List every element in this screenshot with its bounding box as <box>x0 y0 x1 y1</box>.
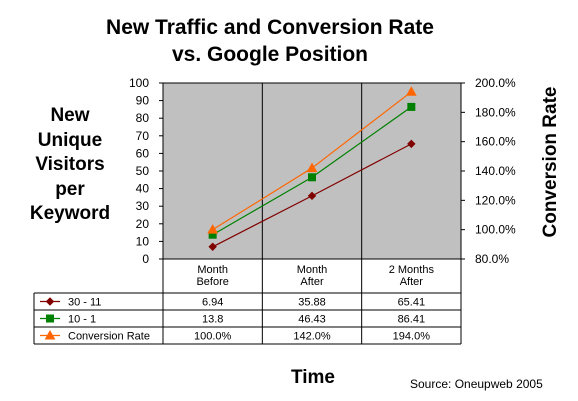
left-axis-tick-label: 100 <box>129 76 149 90</box>
category-label: Month Before <box>196 264 228 288</box>
right-axis-tick-label: 160.0% <box>475 135 516 149</box>
left-axis-tick-label: 70 <box>136 129 150 143</box>
data-label: 194.0% <box>393 331 431 343</box>
legend-key-marker <box>46 314 54 323</box>
x-axis-label: Time <box>291 367 336 388</box>
category-label: Month After <box>297 264 328 288</box>
left-axis-tick-label: 90 <box>136 94 150 108</box>
category-label-line: Month <box>197 264 228 276</box>
data-label: 13.8 <box>202 314 223 326</box>
legend-key-marker <box>45 297 55 306</box>
right-axis-tick-label: 80.0% <box>475 252 509 266</box>
right-axis-tick-label: 180.0% <box>475 105 516 119</box>
chart-title: New Traffic and Conversion Rate vs. Goog… <box>0 14 540 68</box>
category-label: 2 Months After <box>389 264 435 288</box>
data-point <box>207 224 219 234</box>
category-label-line: After <box>400 276 424 288</box>
left-axis-tick-label: 10 <box>136 234 150 248</box>
data-label: 6.94 <box>202 297 223 309</box>
right-axis-tick-label: 100.0% <box>475 223 516 237</box>
category-label-line: Before <box>196 276 228 288</box>
left-axis-tick-label: 60 <box>136 146 150 160</box>
data-point <box>407 102 416 111</box>
left-axis-tick-label: 40 <box>136 182 150 196</box>
category-label-line: After <box>300 276 324 288</box>
left-axis-label-line: Visitors <box>35 154 105 175</box>
source-note: Source: Oneupweb 2005 <box>410 377 543 391</box>
legend-entry: 10 - 1 <box>68 314 96 326</box>
right-axis-tick-label: 140.0% <box>475 164 516 178</box>
legend-entry: Conversion Rate <box>68 331 150 343</box>
data-point <box>306 162 318 173</box>
left-axis-label-line: per <box>55 178 85 200</box>
data-label: 46.43 <box>298 314 326 326</box>
chart-title-line-1: New Traffic and Conversion Rate <box>106 16 434 39</box>
left-axis-tick-label: 0 <box>142 252 149 266</box>
left-axis-label-line: New <box>50 105 90 126</box>
right-axis-tick-label: 200.0% <box>475 76 516 90</box>
left-axis-label-line: Unique <box>37 129 103 151</box>
data-point <box>308 173 316 182</box>
left-axis-tick-label: 30 <box>136 199 150 213</box>
legend-entry: 30 - 11 <box>68 297 101 309</box>
data-label: 142.0% <box>293 331 331 343</box>
data-point <box>405 86 417 96</box>
left-axis-label-line: Keyword <box>29 203 111 224</box>
left-axis-label: New Unique Visitors per Keyword <box>20 104 120 227</box>
data-point <box>407 139 416 149</box>
data-point <box>208 242 217 251</box>
category-label-line: 2 Months <box>389 264 435 276</box>
data-label: 86.41 <box>398 314 426 326</box>
left-axis-tick-label: 20 <box>136 217 150 231</box>
right-axis-tick-label: 120.0% <box>475 193 516 207</box>
legend-key-marker <box>44 329 56 340</box>
category-label-line: Month <box>297 264 328 276</box>
chart-title-line-2: vs. Google Position <box>171 43 369 66</box>
left-axis-tick-label: 80 <box>136 111 150 125</box>
data-label: 65.41 <box>398 297 426 309</box>
data-label: 100.0% <box>194 331 232 343</box>
left-axis-tick-label: 50 <box>136 164 150 178</box>
data-label: 35.88 <box>298 297 326 309</box>
data-point <box>307 191 317 201</box>
